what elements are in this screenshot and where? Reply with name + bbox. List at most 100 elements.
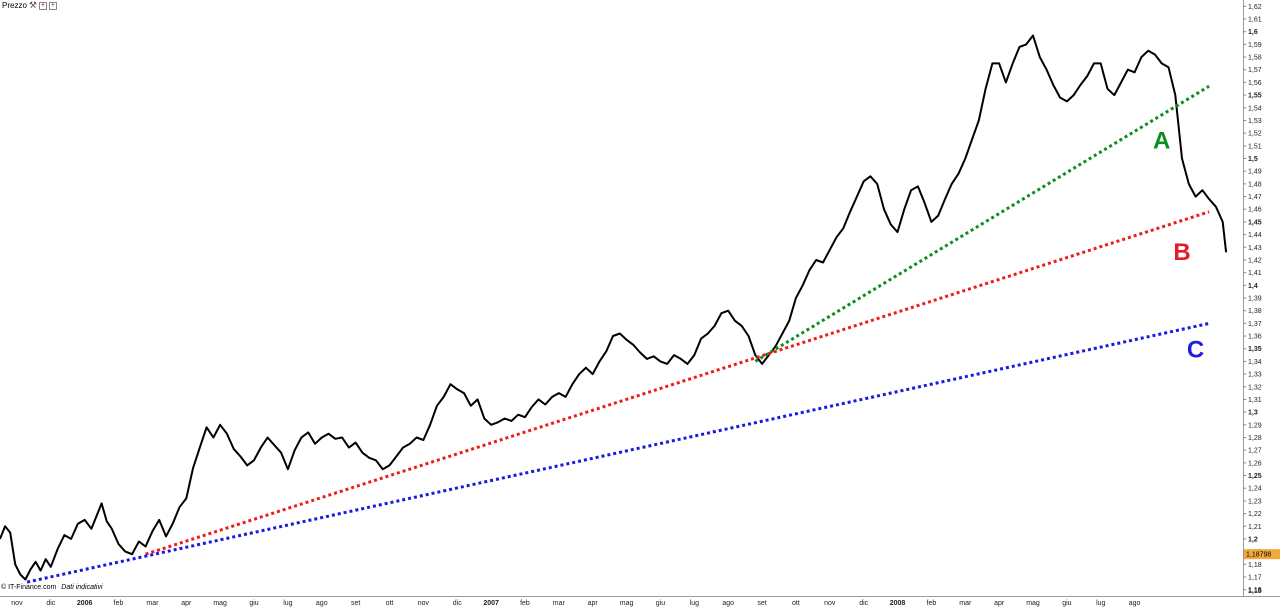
y-tick-label: 1,16 (1248, 587, 1262, 594)
y-tick-label: 1,42 (1248, 257, 1262, 264)
y-tick-label: 1,41 (1248, 270, 1262, 277)
x-tick-label: apr (181, 600, 192, 607)
disclaimer-label: Dati indicativi (61, 584, 103, 591)
trendline-c (26, 321, 1210, 584)
y-tick-label: 1,15 (1248, 588, 1262, 595)
x-tick-label: 2008 (890, 600, 906, 607)
annotation-a: A (1153, 127, 1170, 154)
y-tick-label: 1,62 (1248, 4, 1262, 11)
y-tick-label: 1,43 (1248, 245, 1262, 252)
y-tick-label: 1,54 (1248, 105, 1262, 112)
y-tick-label: 1,39 (1248, 296, 1262, 303)
price-line (0, 34, 1228, 581)
y-tick-label: 1,3 (1248, 410, 1258, 417)
x-tick-label: dic (859, 600, 868, 607)
y-tick-label: 1,26 (1248, 460, 1262, 467)
x-tick-label: ott (792, 600, 800, 607)
x-tick-label: lug (690, 600, 699, 607)
y-tick-label: 1,52 (1248, 131, 1262, 138)
y-tick-label: 1,28 (1248, 435, 1262, 442)
y-tick-label: 1,25 (1248, 473, 1262, 480)
y-tick-label: 1,21 (1248, 524, 1262, 531)
y-tick-label: 1,36 (1248, 334, 1262, 341)
x-tick-label: giu (656, 600, 665, 607)
x-tick-label: lug (1096, 600, 1105, 607)
y-tick-label: 1,61 (1248, 17, 1262, 24)
last-value-label: 1,18798 (1246, 552, 1271, 559)
y-tick-label: 1,58 (1248, 55, 1262, 62)
x-tick-label: 2006 (77, 600, 93, 607)
x-tick-label: feb (520, 600, 530, 607)
y-tick-label: 1,34 (1248, 359, 1262, 366)
wrench-icon[interactable]: ⚒ (28, 0, 37, 10)
y-tick-label: 1,57 (1248, 67, 1262, 74)
y-tick-label: 1,32 (1248, 384, 1262, 391)
y-tick-label: 1,49 (1248, 169, 1262, 176)
last-value-marker (1244, 549, 1280, 560)
x-tick-label: apr (994, 600, 1005, 607)
y-tick-label: 1,27 (1248, 448, 1262, 455)
x-tick-label: apr (588, 600, 599, 607)
x-tick-label: set (351, 600, 360, 607)
footer-note: © IT-Finance.com Dati indicativi (1, 584, 103, 591)
x-tick-label: set (757, 600, 766, 607)
annotation-c: C (1187, 337, 1204, 364)
x-tick-label: feb (927, 600, 937, 607)
red-plus-icon[interactable]: + (38, 1, 47, 10)
annotation-b: B (1173, 239, 1190, 266)
y-tick-label: 1,2 (1248, 536, 1258, 543)
x-tick-label: nov (418, 600, 430, 607)
x-tick-label: giu (1062, 600, 1071, 607)
y-tick-label: 1,33 (1248, 372, 1262, 379)
y-tick-label: 1,24 (1248, 486, 1262, 493)
x-tick-label: dic (453, 600, 462, 607)
x-tick-label: dic (46, 600, 55, 607)
trendline-a (754, 84, 1210, 363)
y-tick-label: 1,6 (1248, 29, 1258, 36)
y-tick-label: 1,4 (1248, 283, 1258, 290)
x-tick-label: ott (386, 600, 394, 607)
y-tick-label: 1,46 (1248, 207, 1262, 214)
y-tick-label: 1,5 (1248, 156, 1258, 163)
x-tick-label: mag (620, 600, 634, 607)
x-tick-label: ago (722, 600, 734, 607)
y-axis-panel (1243, 0, 1280, 608)
x-tick-label: nov (11, 600, 23, 607)
y-tick-label: 1,51 (1248, 143, 1262, 150)
y-tick-label: 1,53 (1248, 118, 1262, 125)
y-tick-label: 1,59 (1248, 42, 1262, 49)
x-tick-label: mag (213, 600, 227, 607)
x-tick-label: feb (114, 600, 124, 607)
x-tick-label: giu (249, 600, 258, 607)
toolbar-label: Prezzo (2, 1, 27, 10)
x-tick-label: ago (1129, 600, 1141, 607)
y-tick-label: 1,22 (1248, 511, 1262, 518)
y-tick-label: 1,55 (1248, 93, 1262, 100)
y-tick-label: 1,37 (1248, 321, 1262, 328)
green-plus-icon[interactable]: + (48, 1, 57, 10)
y-tick-label: 1,31 (1248, 397, 1262, 404)
x-tick-label: nov (824, 600, 836, 607)
x-tick-label: 2007 (483, 600, 499, 607)
source-label: © IT-Finance.com (1, 584, 57, 591)
trendline-b (145, 210, 1210, 556)
y-tick-label: 1,35 (1248, 346, 1262, 353)
y-tick-label: 1,47 (1248, 194, 1262, 201)
x-tick-label: lug (283, 600, 292, 607)
x-tick-label: mar (959, 600, 972, 607)
y-tick-label: 1,18 (1248, 562, 1262, 569)
y-tick-label: 1,56 (1248, 80, 1262, 87)
chart-toolbar: Prezzo ⚒ + + (2, 0, 57, 11)
x-tick-label: mag (1026, 600, 1040, 607)
y-tick-label: 1,23 (1248, 498, 1262, 505)
x-tick-label: ago (316, 600, 328, 607)
x-tick-label: mar (146, 600, 159, 607)
y-tick-label: 1,48 (1248, 181, 1262, 188)
y-tick-label: 1,17 (1248, 574, 1262, 581)
y-tick-label: 1,45 (1248, 219, 1262, 226)
y-tick-label: 1,38 (1248, 308, 1262, 315)
y-tick-label: 1,29 (1248, 422, 1262, 429)
x-tick-label: mar (553, 600, 566, 607)
y-tick-label: 1,44 (1248, 232, 1262, 239)
